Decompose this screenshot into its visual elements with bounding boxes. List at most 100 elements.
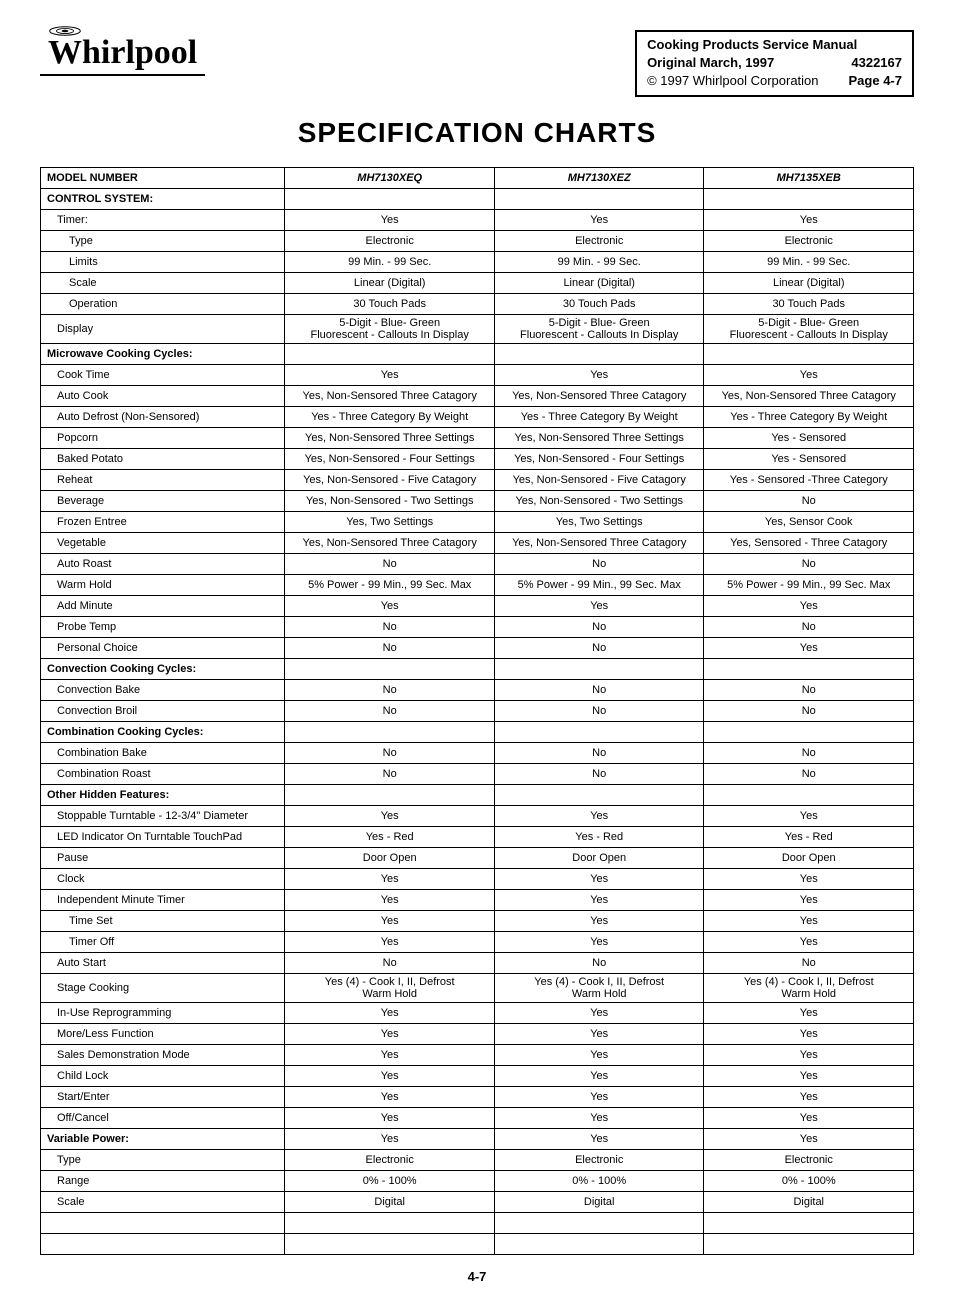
value-cell: 99 Min. - 99 Sec. (494, 251, 704, 272)
row-label: Pause (41, 847, 285, 868)
empty-cell (704, 658, 914, 679)
value-cell: Linear (Digital) (704, 272, 914, 293)
table-row: Microwave Cooking Cycles: (41, 343, 914, 364)
value-cell: Yes (285, 1023, 495, 1044)
table-row: Auto CookYes, Non-Sensored Three Catagor… (41, 385, 914, 406)
table-row: Auto StartNoNoNo (41, 952, 914, 973)
table-row: Combination BakeNoNoNo (41, 742, 914, 763)
row-label: Type (41, 230, 285, 251)
value-cell: Yes (704, 1044, 914, 1065)
table-row: VegetableYes, Non-Sensored Three Catagor… (41, 532, 914, 553)
table-row (41, 1233, 914, 1254)
row-label: Convection Bake (41, 679, 285, 700)
value-cell: Yes (704, 805, 914, 826)
page-title: SPECIFICATION CHARTS (40, 117, 914, 149)
value-cell: Door Open (704, 847, 914, 868)
empty-cell (704, 1233, 914, 1254)
value-cell: No (704, 679, 914, 700)
table-row: Personal ChoiceNoNoYes (41, 637, 914, 658)
table-row: Baked PotatoYes, Non-Sensored - Four Set… (41, 448, 914, 469)
value-cell: Yes (285, 910, 495, 931)
value-cell: Electronic (704, 230, 914, 251)
table-row: Auto RoastNoNoNo (41, 553, 914, 574)
row-label: Combination Bake (41, 742, 285, 763)
table-row: Probe TempNoNoNo (41, 616, 914, 637)
value-cell: Yes - Three Category By Weight (494, 406, 704, 427)
value-cell: No (704, 490, 914, 511)
value-cell: Yes - Red (494, 826, 704, 847)
table-row: Auto Defrost (Non-Sensored)Yes - Three C… (41, 406, 914, 427)
row-label: Popcorn (41, 427, 285, 448)
value-cell: Yes (704, 1128, 914, 1149)
row-label: Clock (41, 868, 285, 889)
table-row: TypeElectronicElectronicElectronic (41, 230, 914, 251)
row-label: Auto Start (41, 952, 285, 973)
page-number: 4-7 (40, 1269, 914, 1284)
table-row: PauseDoor OpenDoor OpenDoor Open (41, 847, 914, 868)
row-label: Warm Hold (41, 574, 285, 595)
value-cell: Yes (494, 805, 704, 826)
value-cell: Yes (704, 910, 914, 931)
table-row: ReheatYes, Non-Sensored - Five CatagoryY… (41, 469, 914, 490)
value-cell: Yes (494, 868, 704, 889)
table-row: CONTROL SYSTEM: (41, 188, 914, 209)
value-cell: No (704, 616, 914, 637)
empty-cell (494, 784, 704, 805)
value-cell: Yes (285, 1002, 495, 1023)
empty-cell (285, 658, 495, 679)
value-cell: Yes (704, 1086, 914, 1107)
value-cell: Linear (Digital) (285, 272, 495, 293)
value-cell: Yes (494, 1065, 704, 1086)
empty-cell (704, 784, 914, 805)
value-cell: Yes, Non-Sensored - Four Settings (494, 448, 704, 469)
empty-cell (41, 1212, 285, 1233)
value-cell: No (494, 679, 704, 700)
table-row: TypeElectronicElectronicElectronic (41, 1149, 914, 1170)
value-cell: No (704, 553, 914, 574)
table-row (41, 1212, 914, 1233)
table-row: ScaleLinear (Digital)Linear (Digital)Lin… (41, 272, 914, 293)
empty-cell (704, 188, 914, 209)
value-cell: No (285, 553, 495, 574)
value-cell: Yes, Two Settings (494, 511, 704, 532)
empty-cell (704, 721, 914, 742)
value-cell: Yes (494, 1086, 704, 1107)
empty-cell (285, 343, 495, 364)
value-cell: Yes - Sensored (704, 448, 914, 469)
value-cell: Electronic (285, 1149, 495, 1170)
value-cell: Yes, Two Settings (285, 511, 495, 532)
model-header: MH7130XEZ (494, 167, 704, 188)
row-label: Add Minute (41, 595, 285, 616)
model-header: MH7130XEQ (285, 167, 495, 188)
value-cell: Yes - Red (704, 826, 914, 847)
row-label: Probe Temp (41, 616, 285, 637)
row-label: LED Indicator On Turntable TouchPad (41, 826, 285, 847)
row-label: Range (41, 1170, 285, 1191)
value-cell: No (704, 763, 914, 784)
row-label: Convection Broil (41, 700, 285, 721)
table-row: Limits99 Min. - 99 Sec.99 Min. - 99 Sec.… (41, 251, 914, 272)
value-cell: Yes - Sensored (704, 427, 914, 448)
value-cell: No (494, 553, 704, 574)
value-cell: Yes, Non-Sensored - Five Catagory (494, 469, 704, 490)
row-label: Time Set (41, 910, 285, 931)
row-label: Personal Choice (41, 637, 285, 658)
value-cell: Yes (285, 1065, 495, 1086)
value-cell: No (285, 763, 495, 784)
value-cell: Yes - Sensored -Three Category (704, 469, 914, 490)
row-label: Limits (41, 251, 285, 272)
value-cell: No (704, 952, 914, 973)
table-row: Convection BakeNoNoNo (41, 679, 914, 700)
empty-cell (494, 188, 704, 209)
info-copyright: © 1997 Whirlpool Corporation (647, 72, 818, 90)
value-cell: Yes (494, 1107, 704, 1128)
table-row: Cook TimeYesYesYes (41, 364, 914, 385)
table-row: Warm Hold5% Power - 99 Min., 99 Sec. Max… (41, 574, 914, 595)
table-row: LED Indicator On Turntable TouchPad Yes -… (41, 826, 914, 847)
value-cell: 0% - 100% (704, 1170, 914, 1191)
empty-cell (704, 343, 914, 364)
value-cell: Digital (285, 1191, 495, 1212)
value-cell: 0% - 100% (494, 1170, 704, 1191)
value-cell: Electronic (494, 230, 704, 251)
value-cell: Yes (285, 364, 495, 385)
